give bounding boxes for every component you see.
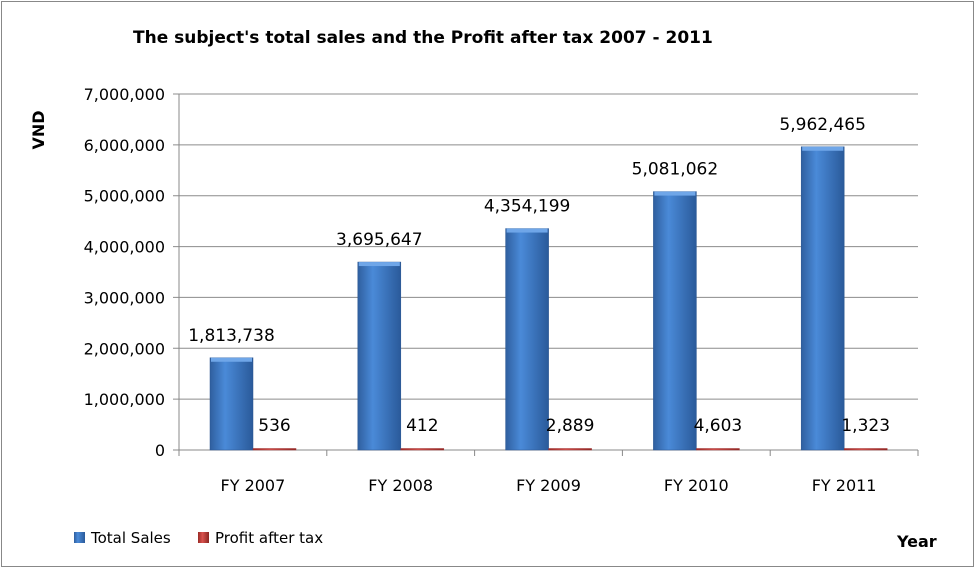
x-tick-label: FY 2009 bbox=[516, 476, 581, 495]
data-label: 2,889 bbox=[546, 416, 595, 436]
bar-profit-after-tax bbox=[843, 448, 888, 451]
bar-top-highlight bbox=[358, 262, 400, 267]
data-label: 4,603 bbox=[694, 416, 743, 436]
bar-profit-after-tax bbox=[696, 448, 740, 451]
data-label: 3,695,647 bbox=[336, 230, 423, 250]
x-axis-label: Year bbox=[896, 532, 937, 551]
bar-top-highlight bbox=[802, 146, 844, 151]
bar-total-sales bbox=[653, 191, 697, 451]
chart-title: The subject's total sales and the Profit… bbox=[133, 28, 713, 48]
bar-total-sales bbox=[209, 357, 254, 451]
y-tick-label: 6,000,000 bbox=[84, 136, 165, 155]
bar-profit-after-tax bbox=[548, 448, 592, 451]
bar-profit-after-tax bbox=[252, 448, 297, 451]
x-tick-label: FY 2007 bbox=[221, 476, 286, 495]
bar-top-highlight bbox=[506, 228, 548, 233]
y-tick-label: 1,000,000 bbox=[84, 390, 165, 409]
data-label: 1,323 bbox=[841, 416, 890, 436]
legend-label: Total Sales bbox=[90, 529, 171, 547]
data-label: 1,813,738 bbox=[188, 326, 275, 346]
y-tick-label: 0 bbox=[155, 441, 165, 460]
bar-top-highlight bbox=[654, 191, 696, 196]
y-tick-label: 5,000,000 bbox=[84, 187, 165, 206]
y-tick-label: 4,000,000 bbox=[84, 238, 165, 257]
data-label: 4,354,199 bbox=[484, 197, 571, 217]
bar-profit-after-tax bbox=[400, 448, 445, 451]
y-tick-label: 2,000,000 bbox=[84, 339, 165, 358]
y-tick-label: 7,000,000 bbox=[84, 85, 165, 104]
data-label: 536 bbox=[258, 416, 290, 436]
data-label: 5,081,062 bbox=[632, 160, 719, 180]
legend-label: Profit after tax bbox=[215, 529, 323, 547]
y-tick-label: 3,000,000 bbox=[84, 288, 165, 307]
x-tick-label: FY 2008 bbox=[368, 476, 433, 495]
legend-swatch bbox=[198, 532, 209, 543]
legend-swatch bbox=[74, 532, 85, 543]
bar-top-highlight bbox=[211, 357, 252, 362]
x-tick-label: FY 2010 bbox=[664, 476, 729, 495]
x-tick-label: FY 2011 bbox=[812, 476, 877, 495]
y-axis-label: VND bbox=[29, 110, 48, 149]
bar-total-sales bbox=[505, 228, 549, 451]
data-label: 412 bbox=[406, 416, 438, 436]
bar-total-sales bbox=[357, 261, 402, 451]
data-label: 5,962,465 bbox=[779, 115, 866, 135]
bar-total-sales bbox=[800, 146, 845, 451]
